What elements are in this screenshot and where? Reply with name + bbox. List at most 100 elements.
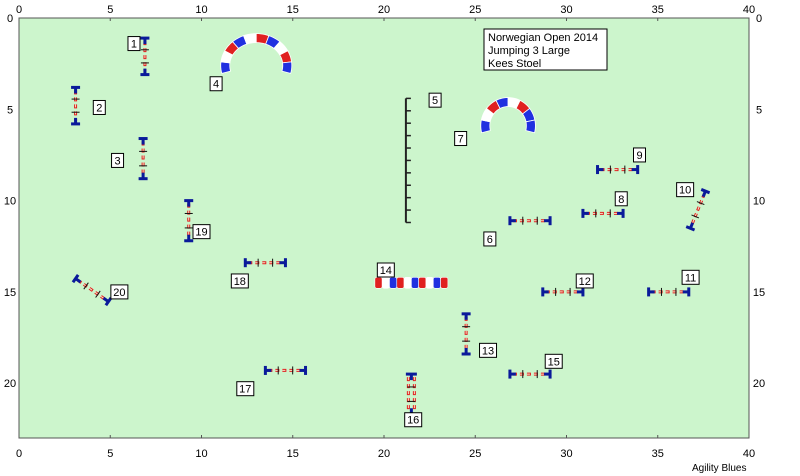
obstacle-7 bbox=[480, 97, 536, 134]
y-tick-right-5: 5 bbox=[756, 104, 762, 116]
obstacle-number: 9 bbox=[636, 150, 642, 162]
x-tick-bottom-15: 15 bbox=[287, 448, 299, 460]
obstacle-label-11: 11 bbox=[681, 269, 700, 285]
obstacle-number: 7 bbox=[458, 134, 464, 146]
obstacle-label-12: 12 bbox=[575, 273, 594, 289]
obstacle-3 bbox=[138, 137, 148, 181]
y-tick-right-0: 0 bbox=[756, 13, 762, 25]
obstacle-20 bbox=[71, 274, 113, 307]
info-class: Jumping 3 Large bbox=[488, 45, 570, 57]
field-background bbox=[18, 17, 750, 439]
obstacle-label-18: 18 bbox=[230, 273, 249, 289]
obstacle-label-16: 16 bbox=[404, 412, 423, 428]
obstacle-number: 15 bbox=[548, 356, 560, 368]
obstacle-number: 19 bbox=[195, 227, 207, 239]
obstacle-number: 3 bbox=[114, 155, 120, 167]
obstacle-label-box bbox=[428, 92, 442, 108]
x-tick-top-35: 35 bbox=[652, 4, 664, 16]
tube-segment bbox=[403, 276, 412, 289]
info-box-frame bbox=[483, 28, 608, 71]
obstacle-number: 8 bbox=[618, 194, 624, 206]
obstacle-label-box bbox=[110, 284, 129, 300]
obstacle-9 bbox=[596, 165, 640, 175]
obstacle-label-box bbox=[209, 76, 223, 92]
obstacle-6 bbox=[508, 216, 552, 226]
obstacle-number: 14 bbox=[380, 265, 392, 277]
obstacle-18 bbox=[243, 258, 287, 268]
obstacle-14 bbox=[374, 276, 449, 289]
obstacle-number: 11 bbox=[685, 272, 696, 284]
y-tick-left-20: 20 bbox=[4, 378, 16, 390]
obstacle-label-3: 3 bbox=[111, 152, 125, 168]
obstacle-label-box bbox=[575, 273, 594, 289]
obstacle-5 bbox=[404, 97, 411, 224]
jump-stand-left bbox=[74, 277, 82, 284]
jump-bar-stripe bbox=[691, 193, 705, 226]
tube-segment bbox=[411, 276, 419, 289]
obstacle-label-box bbox=[614, 191, 628, 207]
obstacle-label-9: 9 bbox=[633, 147, 646, 163]
jump-wing-left bbox=[71, 274, 80, 284]
tunnel-segment bbox=[220, 61, 232, 74]
obstacle-label-box bbox=[454, 131, 468, 147]
brand-label: Agility Blues bbox=[692, 463, 746, 474]
x-tick-top-0: 0 bbox=[16, 4, 22, 16]
obstacle-label-14: 14 bbox=[376, 262, 395, 278]
y-tick-left-5: 5 bbox=[7, 104, 13, 116]
obstacle-label-box bbox=[111, 152, 125, 168]
tube-segment bbox=[374, 276, 383, 289]
x-tick-bottom-20: 20 bbox=[378, 448, 390, 460]
obstacle-15 bbox=[508, 369, 552, 379]
obstacle-number: 20 bbox=[113, 287, 125, 299]
obstacle-label-box bbox=[544, 353, 563, 369]
obstacle-19 bbox=[184, 199, 194, 243]
x-tick-top-5: 5 bbox=[107, 4, 113, 16]
obstacle-label-4: 4 bbox=[209, 76, 223, 92]
info-box: Norwegian Open 2014 Jumping 3 Large Kees… bbox=[483, 28, 608, 71]
obstacle-number: 4 bbox=[213, 79, 219, 91]
x-tick-bottom-30: 30 bbox=[560, 448, 572, 460]
tube-segment bbox=[389, 276, 398, 289]
tube-segment bbox=[418, 276, 427, 289]
y-tick-left-15: 15 bbox=[4, 287, 16, 299]
obstacle-label-box bbox=[92, 99, 106, 115]
tunnel-segment bbox=[525, 119, 536, 134]
x-tick-top-20: 20 bbox=[378, 4, 390, 16]
obstacle-10 bbox=[685, 188, 711, 232]
obstacle-label-15: 15 bbox=[544, 353, 563, 369]
x-tick-bottom-10: 10 bbox=[195, 448, 207, 460]
jump-tick bbox=[95, 290, 101, 298]
tube-segment bbox=[381, 276, 390, 289]
obstacle-number: 17 bbox=[239, 384, 251, 396]
x-tick-bottom-5: 5 bbox=[107, 448, 113, 460]
obstacle-label-box bbox=[376, 262, 395, 278]
tube-segment bbox=[425, 276, 434, 289]
jump-stand-left bbox=[701, 190, 707, 198]
x-tick-bottom-40: 40 bbox=[743, 448, 755, 460]
x-tick-bottom-25: 25 bbox=[469, 448, 481, 460]
y-tick-left-0: 0 bbox=[7, 13, 13, 25]
info-judge: Kees Stoel bbox=[488, 58, 541, 70]
obstacle-number: 18 bbox=[234, 276, 246, 288]
obstacle-number: 13 bbox=[482, 345, 494, 357]
obstacle-label-13: 13 bbox=[479, 342, 498, 358]
tube-segment bbox=[440, 276, 449, 289]
obstacle-label-box bbox=[192, 224, 211, 240]
tube-segment bbox=[432, 276, 441, 289]
info-event: Norwegian Open 2014 bbox=[488, 32, 598, 44]
jump-bar-stripe bbox=[77, 279, 107, 301]
obstacle-1 bbox=[140, 36, 150, 77]
obstacle-label-20: 20 bbox=[110, 284, 129, 300]
tube-segment bbox=[396, 276, 405, 289]
tunnel-segment bbox=[281, 61, 293, 74]
x-tick-top-40: 40 bbox=[743, 4, 755, 16]
obstacle-label-17: 17 bbox=[236, 381, 255, 397]
obstacle-number: 1 bbox=[131, 39, 137, 51]
jump-tick bbox=[691, 214, 700, 219]
obstacle-label-box bbox=[404, 412, 423, 428]
obstacle-label-1: 1 bbox=[127, 36, 141, 52]
jump-tick bbox=[83, 282, 89, 290]
